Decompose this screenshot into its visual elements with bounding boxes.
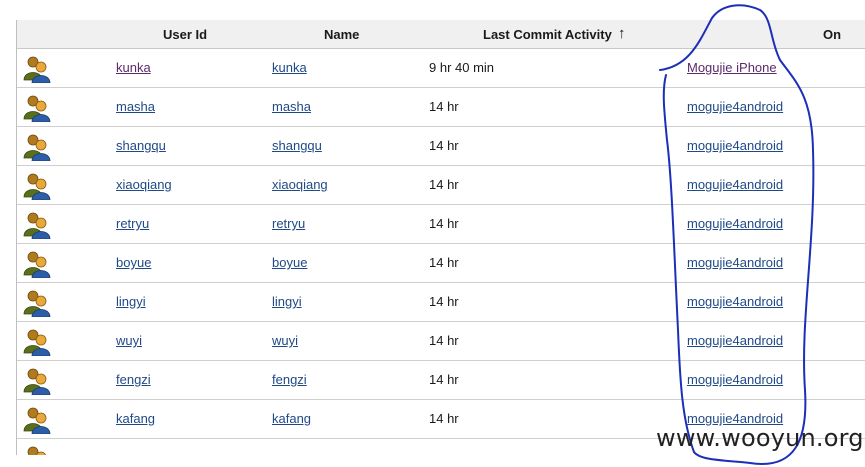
- name-link[interactable]: kafang: [272, 411, 312, 426]
- users-group-icon: [23, 212, 51, 239]
- project-link[interactable]: mogujie4android: [687, 177, 784, 192]
- last-commit-text: 14 hr: [429, 177, 459, 192]
- users-group-icon: [23, 407, 51, 434]
- users-group-icon: [23, 173, 51, 200]
- user-id-link[interactable]: boyue: [116, 255, 152, 270]
- user-id-link[interactable]: shangqu: [116, 138, 166, 153]
- table-row: shangqu shangqu 14 hr mogujie4android: [17, 127, 865, 166]
- user-id-link[interactable]: wuyi: [116, 333, 143, 348]
- users-group-icon: [23, 95, 51, 122]
- table-row: lingyi lingyi 14 hr mogujie4android: [17, 283, 865, 322]
- sort-ascending-icon[interactable]: ↑: [618, 25, 626, 42]
- users-group-icon: [23, 329, 51, 356]
- users-group-icon: [27, 446, 47, 455]
- project-link[interactable]: mogujie4android: [687, 99, 784, 114]
- table-row: boyue boyue 14 hr mogujie4android: [17, 244, 865, 283]
- last-commit-text: 14 hr: [429, 411, 459, 426]
- user-id-link[interactable]: fengzi: [116, 372, 151, 387]
- table-row: [17, 439, 865, 455]
- last-commit-text: 14 hr: [429, 216, 459, 231]
- name-link[interactable]: boyue: [272, 255, 308, 270]
- user-id-link[interactable]: kafang: [116, 411, 156, 426]
- project-link[interactable]: Mogujie iPhone: [687, 60, 777, 75]
- project-link[interactable]: mogujie4android: [687, 255, 784, 270]
- users-group-icon: [23, 290, 51, 317]
- users-group-icon: [23, 251, 51, 278]
- table-header: User Id Name Last Commit Activity ↑ On: [17, 20, 865, 49]
- name-link[interactable]: fengzi: [272, 372, 307, 387]
- last-commit-text: 14 hr: [429, 138, 459, 153]
- name-link[interactable]: retryu: [272, 216, 306, 231]
- table-row: kunka kunka 9 hr 40 min Mogujie iPhone: [17, 49, 865, 88]
- table-row: fengzi fengzi 14 hr mogujie4android: [17, 361, 865, 400]
- name-link[interactable]: masha: [272, 99, 312, 114]
- header-last-commit[interactable]: Last Commit Activity: [483, 27, 612, 42]
- users-group-icon: [23, 134, 51, 161]
- table-row: wuyi wuyi 14 hr mogujie4android: [17, 322, 865, 361]
- users-group-icon: [23, 368, 51, 395]
- last-commit-text: 14 hr: [429, 333, 459, 348]
- last-commit-text: 9 hr 40 min: [429, 60, 495, 75]
- user-id-link[interactable]: kunka: [116, 60, 151, 75]
- user-id-link[interactable]: retryu: [116, 216, 150, 231]
- name-link[interactable]: kunka: [272, 60, 307, 75]
- name-link[interactable]: shangqu: [272, 138, 322, 153]
- project-link[interactable]: mogujie4android: [687, 216, 784, 231]
- last-commit-text: 14 hr: [429, 99, 459, 114]
- name-link[interactable]: wuyi: [272, 333, 299, 348]
- header-name[interactable]: Name: [324, 27, 360, 42]
- user-id-link[interactable]: masha: [116, 99, 156, 114]
- header-user-id[interactable]: User Id: [163, 27, 208, 42]
- project-link[interactable]: mogujie4android: [687, 138, 784, 153]
- table-row: masha masha 14 hr mogujie4android: [17, 88, 865, 127]
- user-id-link[interactable]: lingyi: [116, 294, 146, 309]
- header-on[interactable]: On: [823, 27, 842, 42]
- user-id-link[interactable]: xiaoqiang: [116, 177, 172, 192]
- last-commit-text: 14 hr: [429, 372, 459, 387]
- project-link[interactable]: mogujie4android: [687, 372, 784, 387]
- table-row: retryu retryu 14 hr mogujie4android: [17, 205, 865, 244]
- last-commit-text: 14 hr: [429, 255, 459, 270]
- last-commit-text: 14 hr: [429, 294, 459, 309]
- users-group-icon: [23, 56, 51, 83]
- project-link[interactable]: mogujie4android: [687, 294, 784, 309]
- watermark-text: www.wooyun.org: [656, 424, 864, 452]
- project-link[interactable]: mogujie4android: [687, 333, 784, 348]
- name-link[interactable]: xiaoqiang: [272, 177, 328, 192]
- name-link[interactable]: lingyi: [272, 294, 302, 309]
- table-row: xiaoqiang xiaoqiang 14 hr mogujie4androi…: [17, 166, 865, 205]
- users-table: User Id Name Last Commit Activity ↑ On k…: [16, 20, 865, 455]
